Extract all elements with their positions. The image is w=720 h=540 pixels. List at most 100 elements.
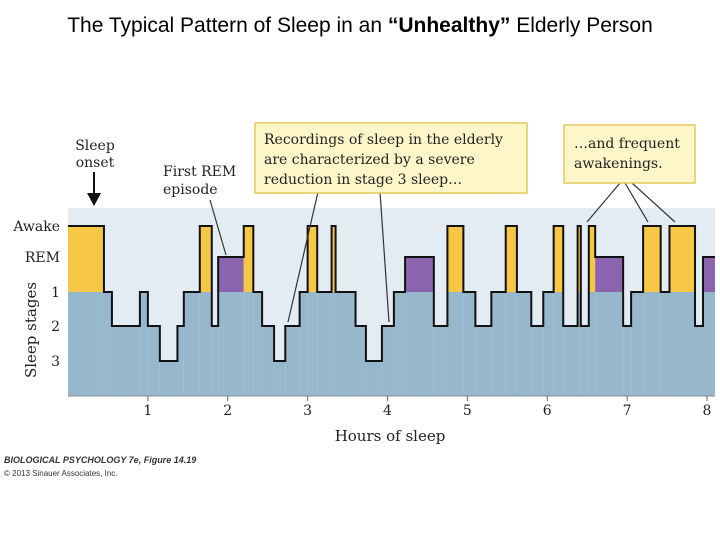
segment-stage-2-38 bbox=[580, 326, 589, 396]
x-tick-label-8: 8 bbox=[703, 403, 712, 419]
awakenings-callout-line2: awakenings. bbox=[574, 156, 663, 172]
segment-stage-2-33 bbox=[531, 326, 544, 396]
x-axis-ticks: 1 2 3 4 5 6 7 8 bbox=[143, 396, 711, 419]
segment-stage-1-18 bbox=[317, 292, 332, 396]
segment-rem-base-40 bbox=[595, 292, 624, 396]
segment-stage-1-44 bbox=[660, 292, 670, 396]
title-start: The Typical Pattern of Sleep in an bbox=[67, 14, 388, 37]
segment-awake-17 bbox=[307, 226, 318, 292]
x-tick-label-7: 7 bbox=[623, 403, 632, 419]
awakenings-callout-line1: …and frequent bbox=[574, 136, 680, 152]
stage3-callout-line3: reduction in stage 3 sleep… bbox=[264, 172, 462, 188]
stage3-callout-box bbox=[254, 122, 528, 194]
credit-copyright: © 2013 Sinauer Associates, Inc. bbox=[4, 469, 118, 478]
segment-stage-2-15 bbox=[285, 326, 300, 396]
segment-stage-2-4 bbox=[147, 326, 160, 396]
segment-awake-base-8 bbox=[199, 292, 212, 396]
segment-rem-40 bbox=[595, 257, 624, 292]
sleep-onset-label-line1: Sleep bbox=[75, 138, 115, 154]
segment-awake-19 bbox=[331, 226, 336, 292]
segment-stage-2-26 bbox=[433, 326, 448, 396]
segment-rem-25 bbox=[405, 257, 434, 292]
segment-stage-1-30 bbox=[491, 292, 506, 396]
segment-awake-27 bbox=[447, 226, 464, 292]
segment-stage-1-16 bbox=[299, 292, 308, 396]
x-tick-label-5: 5 bbox=[463, 403, 472, 419]
y-level-label-3: 3 bbox=[51, 354, 60, 370]
stage-segments bbox=[68, 225, 715, 396]
segment-stage-3-22 bbox=[365, 361, 382, 396]
segment-stage-2-29 bbox=[475, 326, 492, 396]
segment-awake-31 bbox=[505, 226, 517, 292]
segment-stage-2-21 bbox=[355, 326, 366, 396]
segment-stage-2-6 bbox=[177, 326, 184, 396]
segment-stage-1-1 bbox=[103, 292, 112, 396]
segment-awake-base-0 bbox=[68, 292, 104, 396]
segment-stage-1-34 bbox=[543, 292, 554, 396]
segment-stage-3-5 bbox=[159, 361, 178, 396]
segment-stage-3-14 bbox=[274, 361, 286, 396]
segment-stage-2-9 bbox=[211, 326, 219, 396]
segment-awake-base-31 bbox=[505, 292, 517, 396]
segment-awake-0 bbox=[68, 226, 104, 292]
segment-awake-base-35 bbox=[553, 292, 564, 396]
hypnogram-line bbox=[68, 225, 715, 362]
sleep-onset-label-line2: onset bbox=[76, 155, 115, 171]
segment-rem-base-25 bbox=[405, 292, 434, 396]
segment-stage-1-12 bbox=[253, 292, 263, 396]
y-level-label-rem: REM bbox=[25, 250, 60, 266]
stage3-pointer-2 bbox=[379, 191, 390, 323]
segment-awake-35 bbox=[553, 226, 564, 292]
segment-stage-1-20 bbox=[335, 292, 356, 396]
segment-awake-base-43 bbox=[643, 292, 661, 396]
segment-stage-1-7 bbox=[183, 292, 200, 396]
first-rem-label-line2: episode bbox=[163, 182, 218, 198]
y-level-label-2: 2 bbox=[51, 319, 60, 335]
segment-awake-43 bbox=[643, 226, 661, 292]
segment-stage-1-28 bbox=[463, 292, 476, 396]
segment-rem-base-47 bbox=[703, 292, 715, 396]
x-tick-label-1: 1 bbox=[143, 403, 152, 419]
segment-awake-base-45 bbox=[669, 292, 696, 396]
title-emphasis: “Unhealthy” bbox=[387, 14, 511, 37]
y-level-label-1: 1 bbox=[51, 285, 60, 301]
segment-stage-2-46 bbox=[695, 326, 704, 396]
awakenings-pointer-3 bbox=[631, 182, 676, 223]
stage3-pointer-1 bbox=[287, 191, 319, 323]
y-level-label-awake: Awake bbox=[12, 219, 60, 235]
segment-awake-37 bbox=[577, 226, 581, 292]
segment-stage-1-24 bbox=[393, 292, 406, 396]
segment-awake-39 bbox=[588, 226, 596, 292]
segment-rem-47 bbox=[703, 257, 715, 292]
segment-awake-45 bbox=[669, 226, 696, 292]
x-tick-label-2: 2 bbox=[223, 403, 232, 419]
segment-awake-base-19 bbox=[331, 292, 336, 396]
segment-stage-1-32 bbox=[516, 292, 532, 396]
first-rem-pointer bbox=[209, 199, 227, 256]
segment-stage-2-2 bbox=[111, 326, 140, 396]
segment-stage-1-42 bbox=[631, 292, 644, 396]
stage3-callout-line2: are characterized by a severe bbox=[264, 152, 475, 168]
x-tick-label-3: 3 bbox=[303, 403, 312, 419]
page-title: The Typical Pattern of Sleep in an “Unhe… bbox=[0, 14, 720, 38]
y-axis-title: Sleep stages bbox=[22, 282, 40, 378]
awakenings-callout-box bbox=[563, 124, 696, 184]
x-tick-label-4: 4 bbox=[383, 403, 392, 419]
segment-awake-8 bbox=[199, 226, 212, 292]
segment-stage-2-41 bbox=[623, 326, 632, 396]
segment-stage-2-13 bbox=[262, 326, 275, 396]
first-rem-label-line1: First REM bbox=[163, 164, 236, 180]
segment-rem-10 bbox=[218, 257, 244, 292]
segment-stage-1-3 bbox=[139, 292, 148, 396]
segment-awake-base-11 bbox=[243, 292, 254, 396]
segment-rem-base-10 bbox=[218, 292, 244, 396]
segment-awake-11 bbox=[243, 226, 254, 292]
segment-awake-base-27 bbox=[447, 292, 464, 396]
sleep-onset-arrow-head bbox=[87, 193, 101, 206]
segment-stage-2-23 bbox=[381, 326, 394, 396]
x-axis-title: Hours of sleep bbox=[335, 427, 446, 445]
segment-stage-2-36 bbox=[563, 326, 578, 396]
segment-awake-base-39 bbox=[588, 292, 596, 396]
y-axis-levels: Awake REM 1 2 3 bbox=[12, 219, 60, 370]
